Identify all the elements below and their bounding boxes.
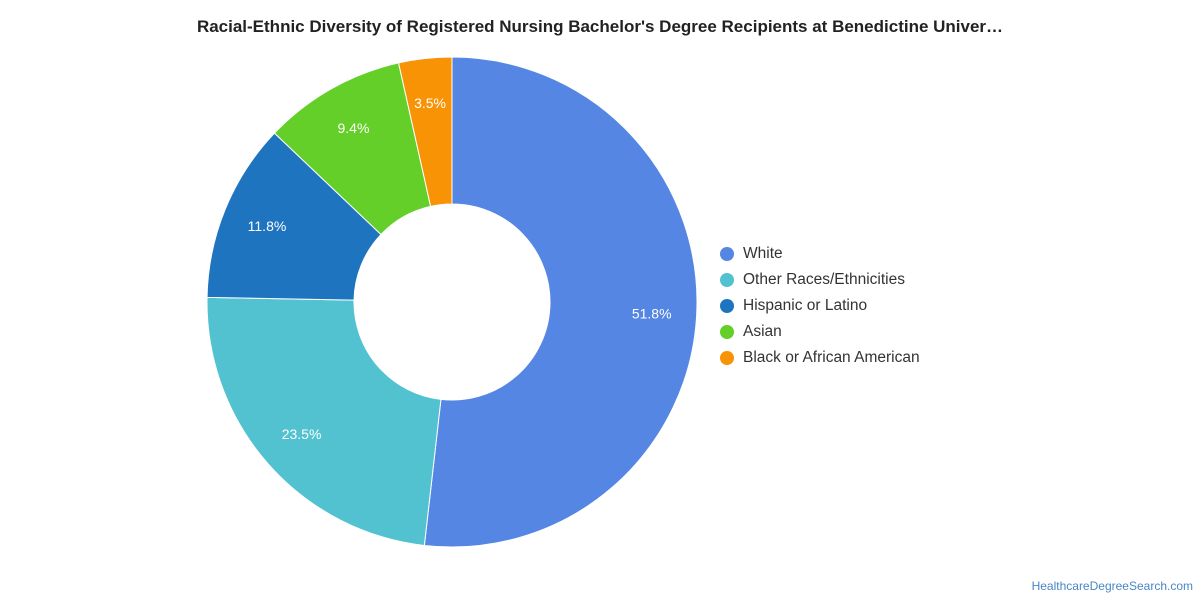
donut-slice-4[interactable] bbox=[397, 56, 453, 207]
legend-item-2[interactable]: Hispanic or Latino bbox=[720, 293, 920, 319]
slice-label-3: 9.4% bbox=[337, 120, 369, 136]
legend-item-0[interactable]: White bbox=[720, 241, 920, 267]
legend-label-0: White bbox=[743, 245, 783, 262]
slice-label-2: 11.8% bbox=[248, 218, 287, 234]
legend-label-2: Hispanic or Latino bbox=[743, 297, 868, 314]
slice-label-0: 51.8% bbox=[632, 305, 672, 321]
chart-title: Racial-Ethnic Diversity of Registered Nu… bbox=[196, 17, 1004, 36]
donut-slices bbox=[206, 56, 698, 548]
donut-slice-1[interactable] bbox=[206, 296, 442, 546]
legend-swatch-4 bbox=[720, 351, 734, 365]
slice-label-1: 23.5% bbox=[282, 426, 322, 442]
chart-legend: White Other Races/Ethnicities Hispanic or … bbox=[720, 241, 920, 371]
legend-label-1: Other Races/Ethnicities bbox=[743, 271, 905, 288]
source-link[interactable]: HealthcareDegreeSearch.com bbox=[1031, 579, 1193, 593]
legend-label-4: Black or African American bbox=[743, 349, 920, 366]
legend-swatch-3 bbox=[720, 325, 734, 339]
donut-slice-2[interactable] bbox=[206, 132, 382, 301]
slice-labels: 51.8% 23.5% 11.8% 9.4% 3.5% bbox=[248, 95, 672, 442]
legend-item-3[interactable]: Asian bbox=[720, 319, 920, 345]
donut-slice-0[interactable] bbox=[423, 56, 698, 548]
legend-swatch-2 bbox=[720, 299, 734, 313]
legend-item-4[interactable]: Black or African American bbox=[720, 345, 920, 371]
legend-swatch-0 bbox=[720, 247, 734, 261]
legend-item-1[interactable]: Other Races/Ethnicities bbox=[720, 267, 920, 293]
legend-swatch-1 bbox=[720, 273, 734, 287]
legend-label-3: Asian bbox=[743, 323, 782, 340]
slice-label-4: 3.5% bbox=[414, 95, 446, 111]
